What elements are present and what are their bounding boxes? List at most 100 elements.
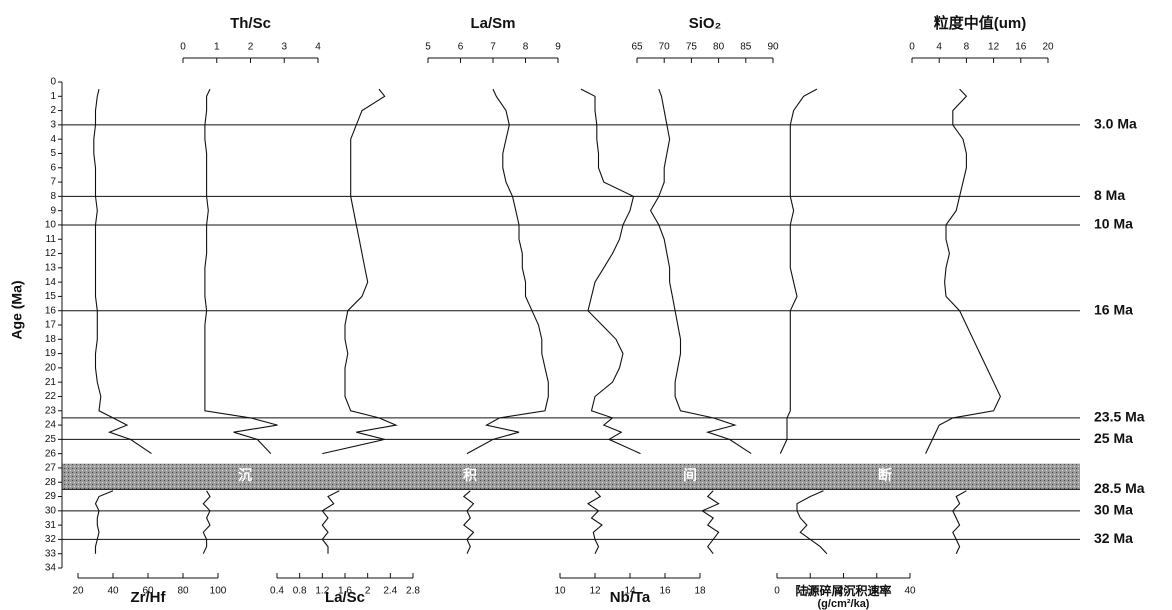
curve <box>93 88 152 554</box>
x-tick-label: 70 <box>659 42 671 53</box>
curve <box>925 88 1002 554</box>
y-tick-label: 14 <box>45 277 57 288</box>
y-tick-label: 22 <box>45 391 57 402</box>
y-tick-label: 34 <box>45 563 57 574</box>
y-tick-label: 25 <box>45 434 57 445</box>
x-tick-label: 1.2 <box>315 586 329 597</box>
y-tick-label: 32 <box>45 534 57 545</box>
y-tick-label: 31 <box>45 520 57 531</box>
y-tick-label: 0 <box>50 77 56 88</box>
x-tick-label: 2.8 <box>406 586 420 597</box>
hiatus-label: 沉 <box>238 467 252 483</box>
y-tick-label: 20 <box>45 363 57 374</box>
x-tick-label: 10 <box>554 586 566 597</box>
y-tick-label: 4 <box>50 134 56 145</box>
y-tick-label: 33 <box>45 548 57 559</box>
y-tick-label: 17 <box>45 320 57 331</box>
x-tick-label: 14 <box>624 586 636 597</box>
hiatus-band <box>62 463 1080 490</box>
boundary-label: 30 Ma <box>1094 502 1133 518</box>
x-tick-label: 2.4 <box>383 586 397 597</box>
x-axis-label: Nb/Ta <box>610 589 651 606</box>
x-axis-label: Th/Sc <box>230 15 271 32</box>
y-tick-label: 3 <box>50 120 56 131</box>
y-tick-label: 5 <box>50 148 56 159</box>
y-tick-label: 19 <box>45 348 57 359</box>
x-axis-label: (g/cm²/ka) <box>818 598 870 610</box>
boundary-label: 8 Ma <box>1094 187 1125 203</box>
x-tick-label: 20 <box>838 586 850 597</box>
x-tick-label: 10 <box>805 586 817 597</box>
y-tick-label: 8 <box>50 191 56 202</box>
x-tick-label: 16 <box>1015 42 1027 53</box>
x-tick-label: 0 <box>180 42 186 53</box>
x-tick-label: 0 <box>774 586 780 597</box>
x-tick-label: 18 <box>694 586 706 597</box>
y-tick-label: 1 <box>50 91 56 102</box>
x-tick-label: 2 <box>248 42 254 53</box>
x-tick-label: 1.6 <box>338 586 352 597</box>
y-tick-label: 16 <box>45 305 57 316</box>
x-tick-label: 85 <box>740 42 752 53</box>
curve <box>321 88 398 554</box>
x-tick-label: 0 <box>909 42 915 53</box>
y-tick-label: 13 <box>45 262 57 273</box>
y-tick-label: 28 <box>45 477 57 488</box>
y-tick-label: 12 <box>45 248 57 259</box>
y-tick-label: 26 <box>45 448 57 459</box>
x-tick-label: 60 <box>142 586 154 597</box>
x-tick-label: 80 <box>177 586 189 597</box>
curve <box>649 88 752 555</box>
y-tick-label: 10 <box>45 220 57 231</box>
x-axis-label: SiO₂ <box>689 15 722 32</box>
x-axis-label: La/Sm <box>470 15 515 32</box>
y-tick-label: 9 <box>50 205 56 216</box>
curve <box>580 88 641 554</box>
x-tick-label: 12 <box>589 586 601 597</box>
y-axis-label: Age (Ma) <box>9 280 25 339</box>
curve <box>202 88 278 554</box>
x-axis-label: La/Sc <box>325 589 365 606</box>
y-tick-label: 21 <box>45 377 57 388</box>
hiatus-label: 积 <box>463 467 477 483</box>
x-axis-label: 陆源碎屑沉积速率 <box>795 583 891 598</box>
x-tick-label: 3 <box>281 42 287 53</box>
x-tick-label: 80 <box>713 42 725 53</box>
boundary-label: 32 Ma <box>1094 530 1133 546</box>
y-tick-label: 7 <box>50 177 56 188</box>
x-tick-label: 20 <box>1042 42 1054 53</box>
x-tick-label: 75 <box>686 42 698 53</box>
x-tick-label: 100 <box>210 586 227 597</box>
x-tick-label: 20 <box>72 586 84 597</box>
boundary-label: 16 Ma <box>1094 301 1133 317</box>
boundary-label: 23.5 Ma <box>1094 409 1145 425</box>
y-tick-label: 11 <box>46 234 57 245</box>
x-tick-label: 8 <box>523 42 529 53</box>
x-tick-label: 0.8 <box>293 586 307 597</box>
boundary-label: 25 Ma <box>1094 430 1133 446</box>
x-tick-label: 30 <box>871 586 883 597</box>
x-tick-label: 1 <box>214 42 220 53</box>
x-tick-label: 16 <box>659 586 671 597</box>
x-tick-label: 2 <box>365 586 371 597</box>
y-tick-label: 29 <box>45 491 57 502</box>
x-tick-label: 40 <box>107 586 119 597</box>
y-tick-label: 30 <box>45 505 57 516</box>
curve <box>462 88 549 554</box>
boundary-label: 28.5 Ma <box>1094 480 1145 496</box>
x-tick-label: 8 <box>964 42 970 53</box>
boundary-label: 3.0 Ma <box>1094 116 1137 132</box>
y-tick-label: 18 <box>45 334 57 345</box>
hiatus-label: 间 <box>683 467 697 483</box>
hiatus-label: 断 <box>878 467 892 483</box>
x-tick-label: 7 <box>490 42 496 53</box>
x-tick-label: 90 <box>767 42 779 53</box>
y-tick-label: 6 <box>50 162 56 173</box>
y-tick-label: 15 <box>45 291 57 302</box>
y-tick-label: 2 <box>50 105 56 116</box>
curve <box>779 88 828 555</box>
x-tick-label: 4 <box>936 42 942 53</box>
x-tick-label: 5 <box>425 42 431 53</box>
x-tick-label: 4 <box>315 42 321 53</box>
